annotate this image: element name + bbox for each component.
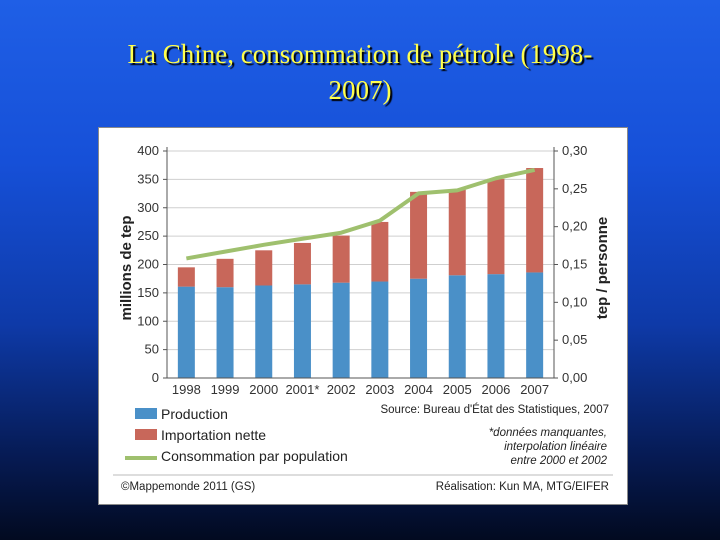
legend-label-production: Production: [161, 406, 228, 422]
x-tick-label: 2002: [327, 382, 356, 397]
x-tick-label: 2007: [520, 382, 549, 397]
x-tick-label: 2001*: [285, 382, 319, 397]
y2-tick-label: 0,15: [562, 257, 587, 272]
bar-production: [293, 284, 311, 378]
consommation-line-group: [186, 167, 536, 261]
realisation-text: Réalisation: Kun MA, MTG/EIFER: [436, 481, 609, 493]
series-line-consommation: [186, 167, 536, 261]
y-tick-label: 200: [137, 257, 159, 272]
y2-tick-label: 0,20: [562, 219, 587, 234]
y-tick-label: 300: [137, 200, 159, 215]
bar-production: [448, 275, 466, 378]
x-tick-label: 2003: [365, 382, 394, 397]
x-tick-label: 2005: [443, 382, 472, 397]
legend-label-consommation: Consommation par population: [161, 448, 348, 464]
y2-tick-label: 0,30: [562, 143, 587, 158]
chart-card: 0 50 100 150 200 250 300 350 400 0,00 0,05 0,10 0,15…: [98, 127, 628, 505]
bar-importation: [293, 242, 311, 285]
bar-importation: [487, 178, 505, 275]
bar-importation: [216, 258, 234, 288]
source-text: Source: Bureau d'État des Statistiques, …: [380, 403, 609, 416]
x-tick-label: 2004: [404, 382, 433, 397]
bar-importation: [332, 235, 350, 283]
x-tick-label: 2000: [249, 382, 278, 397]
slide-title: La Chine, consommation de pétrole (1998-…: [20, 36, 700, 108]
note-line-1: *données manquantes,: [489, 427, 607, 439]
y-axis-label: millions de tep: [118, 215, 135, 320]
bars: [177, 168, 544, 378]
x-tick-label: 1999: [211, 382, 240, 397]
axes: [163, 147, 558, 379]
legend-label-importation: Importation nette: [161, 427, 266, 443]
bar-production: [371, 281, 389, 378]
note-line-3: entre 2000 et 2002: [510, 455, 607, 467]
bar-production: [216, 287, 234, 378]
y-tick-label: 350: [137, 171, 159, 186]
x-tick-label: 2006: [481, 382, 510, 397]
note-line-2: interpolation linéaire: [504, 441, 607, 453]
bar-importation: [448, 189, 466, 276]
y2-tick-label: 0,25: [562, 181, 587, 196]
y2-tick-label: 0,00: [562, 370, 587, 385]
y-tick-label: 400: [137, 143, 159, 158]
slide-title-line-1: La Chine, consommation de pétrole (1998-: [127, 39, 593, 69]
legend-swatch-importation: [135, 429, 157, 440]
credit-text: ©Mappemonde 2011 (GS): [121, 481, 255, 493]
y-tick-label: 100: [137, 313, 159, 328]
bar-production: [526, 272, 544, 378]
bar-production: [332, 282, 350, 378]
oil-consumption-chart: 0 50 100 150 200 250 300 350 400 0,00 0,05 0,10 0,15…: [113, 143, 613, 493]
bar-production: [410, 278, 428, 378]
bar-production: [177, 286, 195, 378]
bar-importation: [526, 168, 544, 273]
slide-title-line-2: 2007): [328, 75, 392, 105]
x-tick-label: 1998: [172, 382, 201, 397]
y-tick-label: 250: [137, 228, 159, 243]
tick-labels: 0 50 100 150 200 250 300 350 400 0,00 0,05 0,10 0,15…: [137, 143, 587, 397]
y-tick-label: 150: [137, 285, 159, 300]
bar-importation: [255, 250, 273, 286]
y-tick-label: 50: [145, 342, 159, 357]
bar-production: [487, 274, 505, 378]
y2-axis-label: tep / personne: [594, 217, 611, 320]
bar-importation: [177, 267, 195, 287]
y-tick-label: 0: [152, 370, 159, 385]
y2-tick-label: 0,10: [562, 294, 587, 309]
bar-production: [255, 285, 273, 378]
legend-swatch-production: [135, 408, 157, 419]
bar-importation: [410, 191, 428, 279]
y2-tick-label: 0,05: [562, 332, 587, 347]
bar-importation: [371, 221, 389, 282]
